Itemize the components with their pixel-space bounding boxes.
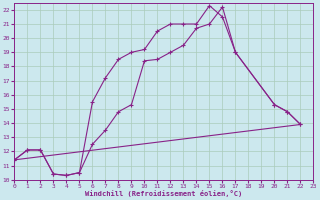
- X-axis label: Windchill (Refroidissement éolien,°C): Windchill (Refroidissement éolien,°C): [85, 190, 243, 197]
